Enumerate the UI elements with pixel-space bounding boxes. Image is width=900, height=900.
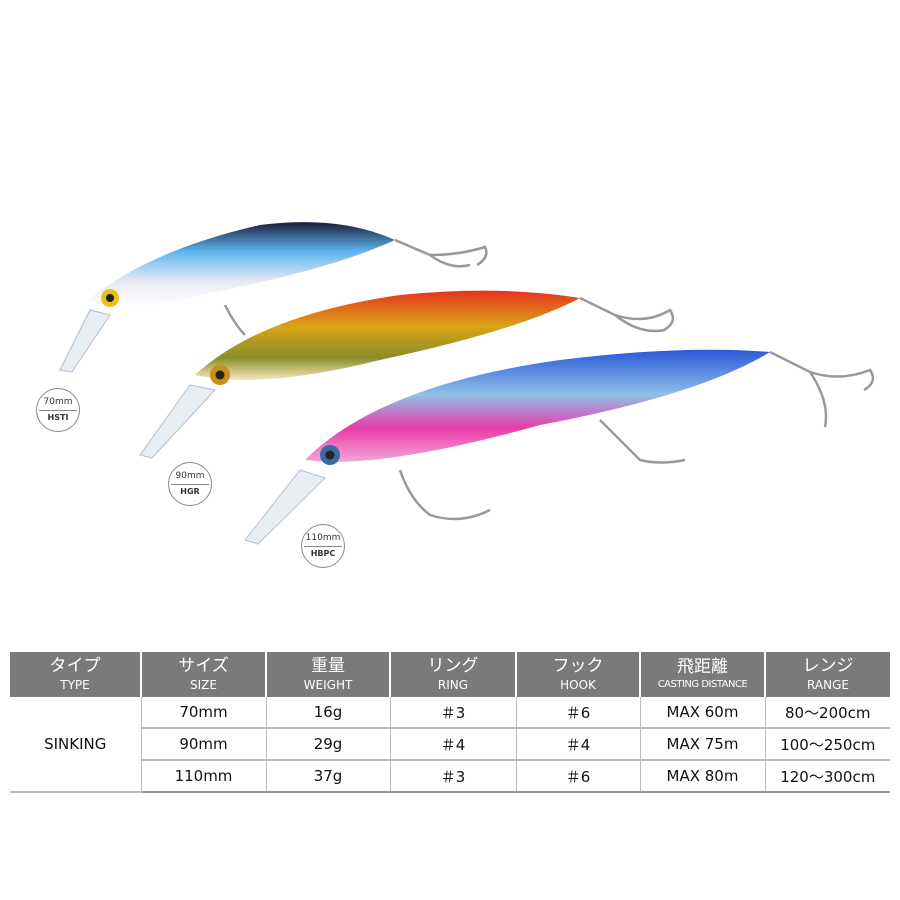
hook-cell: ＃6 xyxy=(515,760,640,793)
header-hook: フック HOOK xyxy=(516,652,641,697)
table-row: 110mm 37g ＃3 ＃6 MAX 80m 120～300cm xyxy=(10,760,890,793)
distance-cell: MAX 60m xyxy=(639,697,765,729)
ring-cell: ＃3 xyxy=(389,760,516,793)
range-cell: 100～250cm xyxy=(764,728,890,761)
header-casting-distance: 飛距離 CASTING DISTANCE xyxy=(640,652,766,697)
size-badge-90mm: 90mm HGR xyxy=(168,462,212,506)
spec-table: タイプ TYPE サイズ SIZE 重量 WEIGHT リング RING フック HOOK… xyxy=(10,652,890,793)
weight-cell: 37g xyxy=(265,760,390,793)
size-cell: 70mm xyxy=(140,697,266,729)
range-cell: 80～200cm xyxy=(764,697,890,729)
distance-cell: MAX 75m xyxy=(639,728,765,761)
size-badge-110mm: 110mm HBPC xyxy=(301,524,345,568)
weight-cell: 16g xyxy=(265,697,390,729)
badge-divider xyxy=(304,546,342,547)
badge-divider xyxy=(39,410,77,411)
size-cell: 90mm xyxy=(140,728,266,761)
badge-size: 110mm xyxy=(305,533,341,543)
table-row: SINKING 70mm 16g ＃3 ＃6 MAX 60m 80～200cm xyxy=(10,697,890,793)
size-cell: 110mm xyxy=(140,760,266,793)
header-weight: 重量 WEIGHT xyxy=(266,652,391,697)
range-cell: 120～300cm xyxy=(764,760,890,793)
header-type: タイプ TYPE xyxy=(10,652,142,697)
distance-cell: MAX 80m xyxy=(639,760,765,793)
badge-code: HBPC xyxy=(310,549,336,558)
lure-90mm xyxy=(139,290,675,459)
lure-70mm xyxy=(59,222,488,373)
badge-divider xyxy=(171,484,209,485)
hook-cell: ＃4 xyxy=(515,728,640,761)
ring-cell: ＃4 xyxy=(389,728,516,761)
lure-110mm xyxy=(244,349,875,545)
lure-illustrations xyxy=(59,222,875,545)
badge-size: 90mm xyxy=(175,471,205,481)
size-badge-70mm: 70mm HSTI xyxy=(36,388,80,432)
table-row: 90mm 29g ＃4 ＃4 MAX 75m 100～250cm xyxy=(10,728,890,761)
weight-cell: 29g xyxy=(265,728,390,761)
header-range: レンジ RANGE xyxy=(765,652,890,697)
badge-code: HSTI xyxy=(47,413,69,422)
hook-cell: ＃6 xyxy=(515,697,640,729)
badge-size: 70mm xyxy=(43,397,73,407)
ring-cell: ＃3 xyxy=(389,697,516,729)
header-size: サイズ SIZE xyxy=(141,652,267,697)
type-cell: SINKING xyxy=(10,697,141,793)
table-header-row: タイプ TYPE サイズ SIZE 重量 WEIGHT リング RING フック HOOK… xyxy=(10,652,890,697)
badge-code: HGR xyxy=(180,487,200,496)
header-ring: リング RING xyxy=(390,652,517,697)
